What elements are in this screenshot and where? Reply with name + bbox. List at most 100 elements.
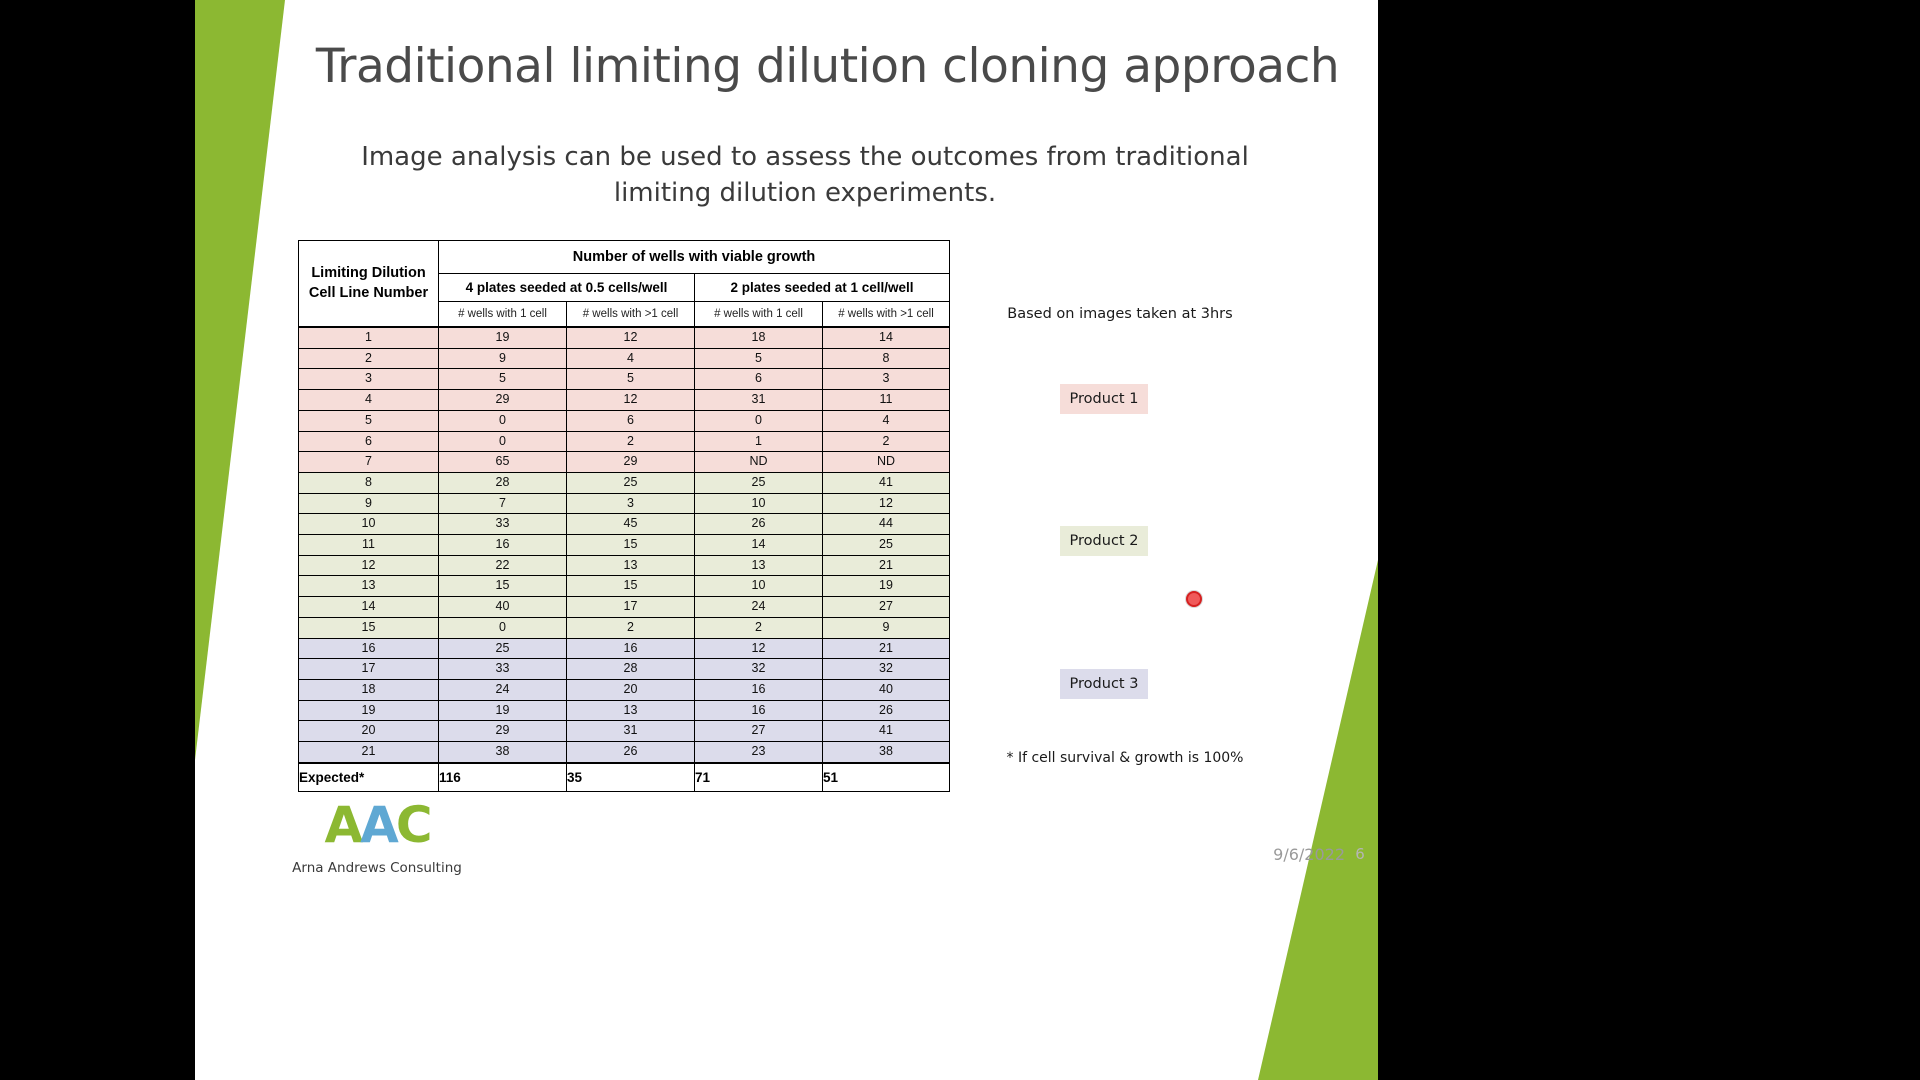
header-row-label: Limiting Dilution Cell Line Number — [298, 240, 439, 328]
cell-value: 1 — [694, 430, 823, 453]
cell-line-number: 5 — [298, 409, 439, 432]
cell-value: 26 — [822, 699, 950, 722]
cell-line-number: 10 — [298, 513, 439, 536]
table-row: 14 40 17 24 27 — [298, 596, 950, 618]
cell-line-number: 18 — [298, 678, 439, 701]
table-row: 17 33 28 32 32 — [298, 658, 950, 680]
cell-line-number: 6 — [298, 430, 439, 453]
cell-value: 6 — [566, 409, 695, 432]
cell-value: 12 — [566, 325, 695, 349]
cell-value: 2 — [822, 430, 950, 453]
cell-value: 5 — [566, 368, 695, 391]
cell-line-number: 1 — [298, 325, 439, 349]
expected-value-3: 51 — [822, 762, 950, 792]
cell-line-number: 4 — [298, 389, 439, 411]
cell-line-number: 3 — [298, 368, 439, 391]
slide-subtitle: Image analysis can be used to assess the… — [361, 142, 1249, 208]
table-row: 13 15 15 10 19 — [298, 575, 950, 598]
cell-value: 5 — [694, 347, 823, 370]
logo-caption: Arna Andrews Consulting — [292, 860, 462, 876]
cell-line-number: 12 — [298, 554, 439, 577]
cell-value: 4 — [566, 347, 695, 370]
footer-page-number: 6 — [1355, 845, 1365, 863]
cell-value: 26 — [566, 741, 695, 764]
cell-value: 33 — [438, 658, 567, 680]
cell-value: 15 — [566, 575, 695, 598]
cell-value: 8 — [822, 347, 950, 370]
cell-line-number: 19 — [298, 699, 439, 722]
table-row: 12 22 13 13 21 — [298, 554, 950, 577]
footnote-survival: * If cell survival & growth is 100% — [1006, 750, 1244, 766]
cell-line-number: 9 — [298, 492, 439, 515]
cell-value: 25 — [822, 534, 950, 556]
cell-value: 13 — [566, 699, 695, 722]
expected-value-2: 71 — [694, 762, 823, 792]
logo-letter-a1: A — [324, 796, 363, 854]
cell-value: 27 — [822, 596, 950, 618]
table-body: 1 19 12 18 14 2 9 4 5 8 3 5 5 6 3 4 29 12 31 11 5 0 6 0 4 6 0 2 1 2 7 6… — [298, 325, 950, 764]
cell-value: 21 — [822, 637, 950, 660]
slide-title: Traditional limiting dilution cloning ap… — [315, 39, 1340, 94]
table-head: Limiting Dilution Cell Line Number Numbe… — [298, 240, 950, 328]
cell-value: 31 — [566, 720, 695, 743]
limiting-dilution-table: Limiting Dilution Cell Line Number Numbe… — [298, 240, 950, 792]
product-box-2-label: Product 2 — [1069, 533, 1139, 549]
cell-value: 0 — [438, 616, 567, 639]
cell-value: 5 — [438, 368, 567, 391]
mouse-cursor-indicator — [1186, 591, 1202, 607]
cell-value: 16 — [694, 699, 823, 722]
cell-value: 40 — [438, 596, 567, 618]
cell-value: 28 — [566, 658, 695, 680]
limiting-dilution-table-wrapper: Limiting Dilution Cell Line Number Numbe… — [298, 240, 950, 792]
cell-line-number: 13 — [298, 575, 439, 598]
cell-value: ND — [822, 451, 950, 473]
cell-line-number: 8 — [298, 471, 439, 494]
product-box-2: Product 2 — [1060, 526, 1148, 556]
cell-value: 19 — [822, 575, 950, 598]
cell-value: 3 — [566, 492, 695, 515]
cell-value: 26 — [694, 513, 823, 536]
table-foot: Expected* 116 35 71 51 — [298, 762, 950, 792]
header-sub-1: # wells with >1 cell — [566, 301, 695, 328]
cell-value: 31 — [694, 389, 823, 411]
cell-value: 24 — [438, 678, 567, 701]
cell-value: 16 — [438, 534, 567, 556]
product-box-1-label: Product 1 — [1069, 391, 1139, 407]
table-row: 10 33 45 26 44 — [298, 513, 950, 536]
cell-value: 16 — [694, 678, 823, 701]
cell-value: 9 — [438, 347, 567, 370]
cell-value: 15 — [438, 575, 567, 598]
cell-value: 28 — [438, 471, 567, 494]
cell-value: 4 — [822, 409, 950, 432]
header-group-a: 4 plates seeded at 0.5 cells/well — [438, 273, 695, 302]
cell-value: 25 — [694, 471, 823, 494]
footer-date: 9/6/2022 — [1273, 845, 1345, 864]
product-box-1: Product 1 — [1060, 384, 1148, 414]
cell-value: 25 — [566, 471, 695, 494]
cell-line-number: 14 — [298, 596, 439, 618]
table-row: 21 38 26 23 38 — [298, 741, 950, 764]
cell-value: 12 — [822, 492, 950, 515]
cell-value: 38 — [822, 741, 950, 764]
table-header-row-top: Limiting Dilution Cell Line Number Numbe… — [298, 240, 950, 328]
cell-value: 32 — [694, 658, 823, 680]
table-row: 15 0 2 2 9 — [298, 616, 950, 639]
cell-value: 25 — [438, 637, 567, 660]
cell-value: 45 — [566, 513, 695, 536]
product-box-3: Product 3 — [1060, 669, 1148, 699]
cell-value: 24 — [694, 596, 823, 618]
cell-value: 11 — [822, 389, 950, 411]
table-row: 9 7 3 10 12 — [298, 492, 950, 515]
cell-value: 29 — [566, 451, 695, 473]
cell-value: 10 — [694, 492, 823, 515]
cell-value: 22 — [438, 554, 567, 577]
header-sub-0: # wells with 1 cell — [438, 301, 567, 328]
cell-value: 9 — [822, 616, 950, 639]
cell-value: 13 — [694, 554, 823, 577]
cell-value: 2 — [566, 430, 695, 453]
cell-value: 21 — [822, 554, 950, 577]
